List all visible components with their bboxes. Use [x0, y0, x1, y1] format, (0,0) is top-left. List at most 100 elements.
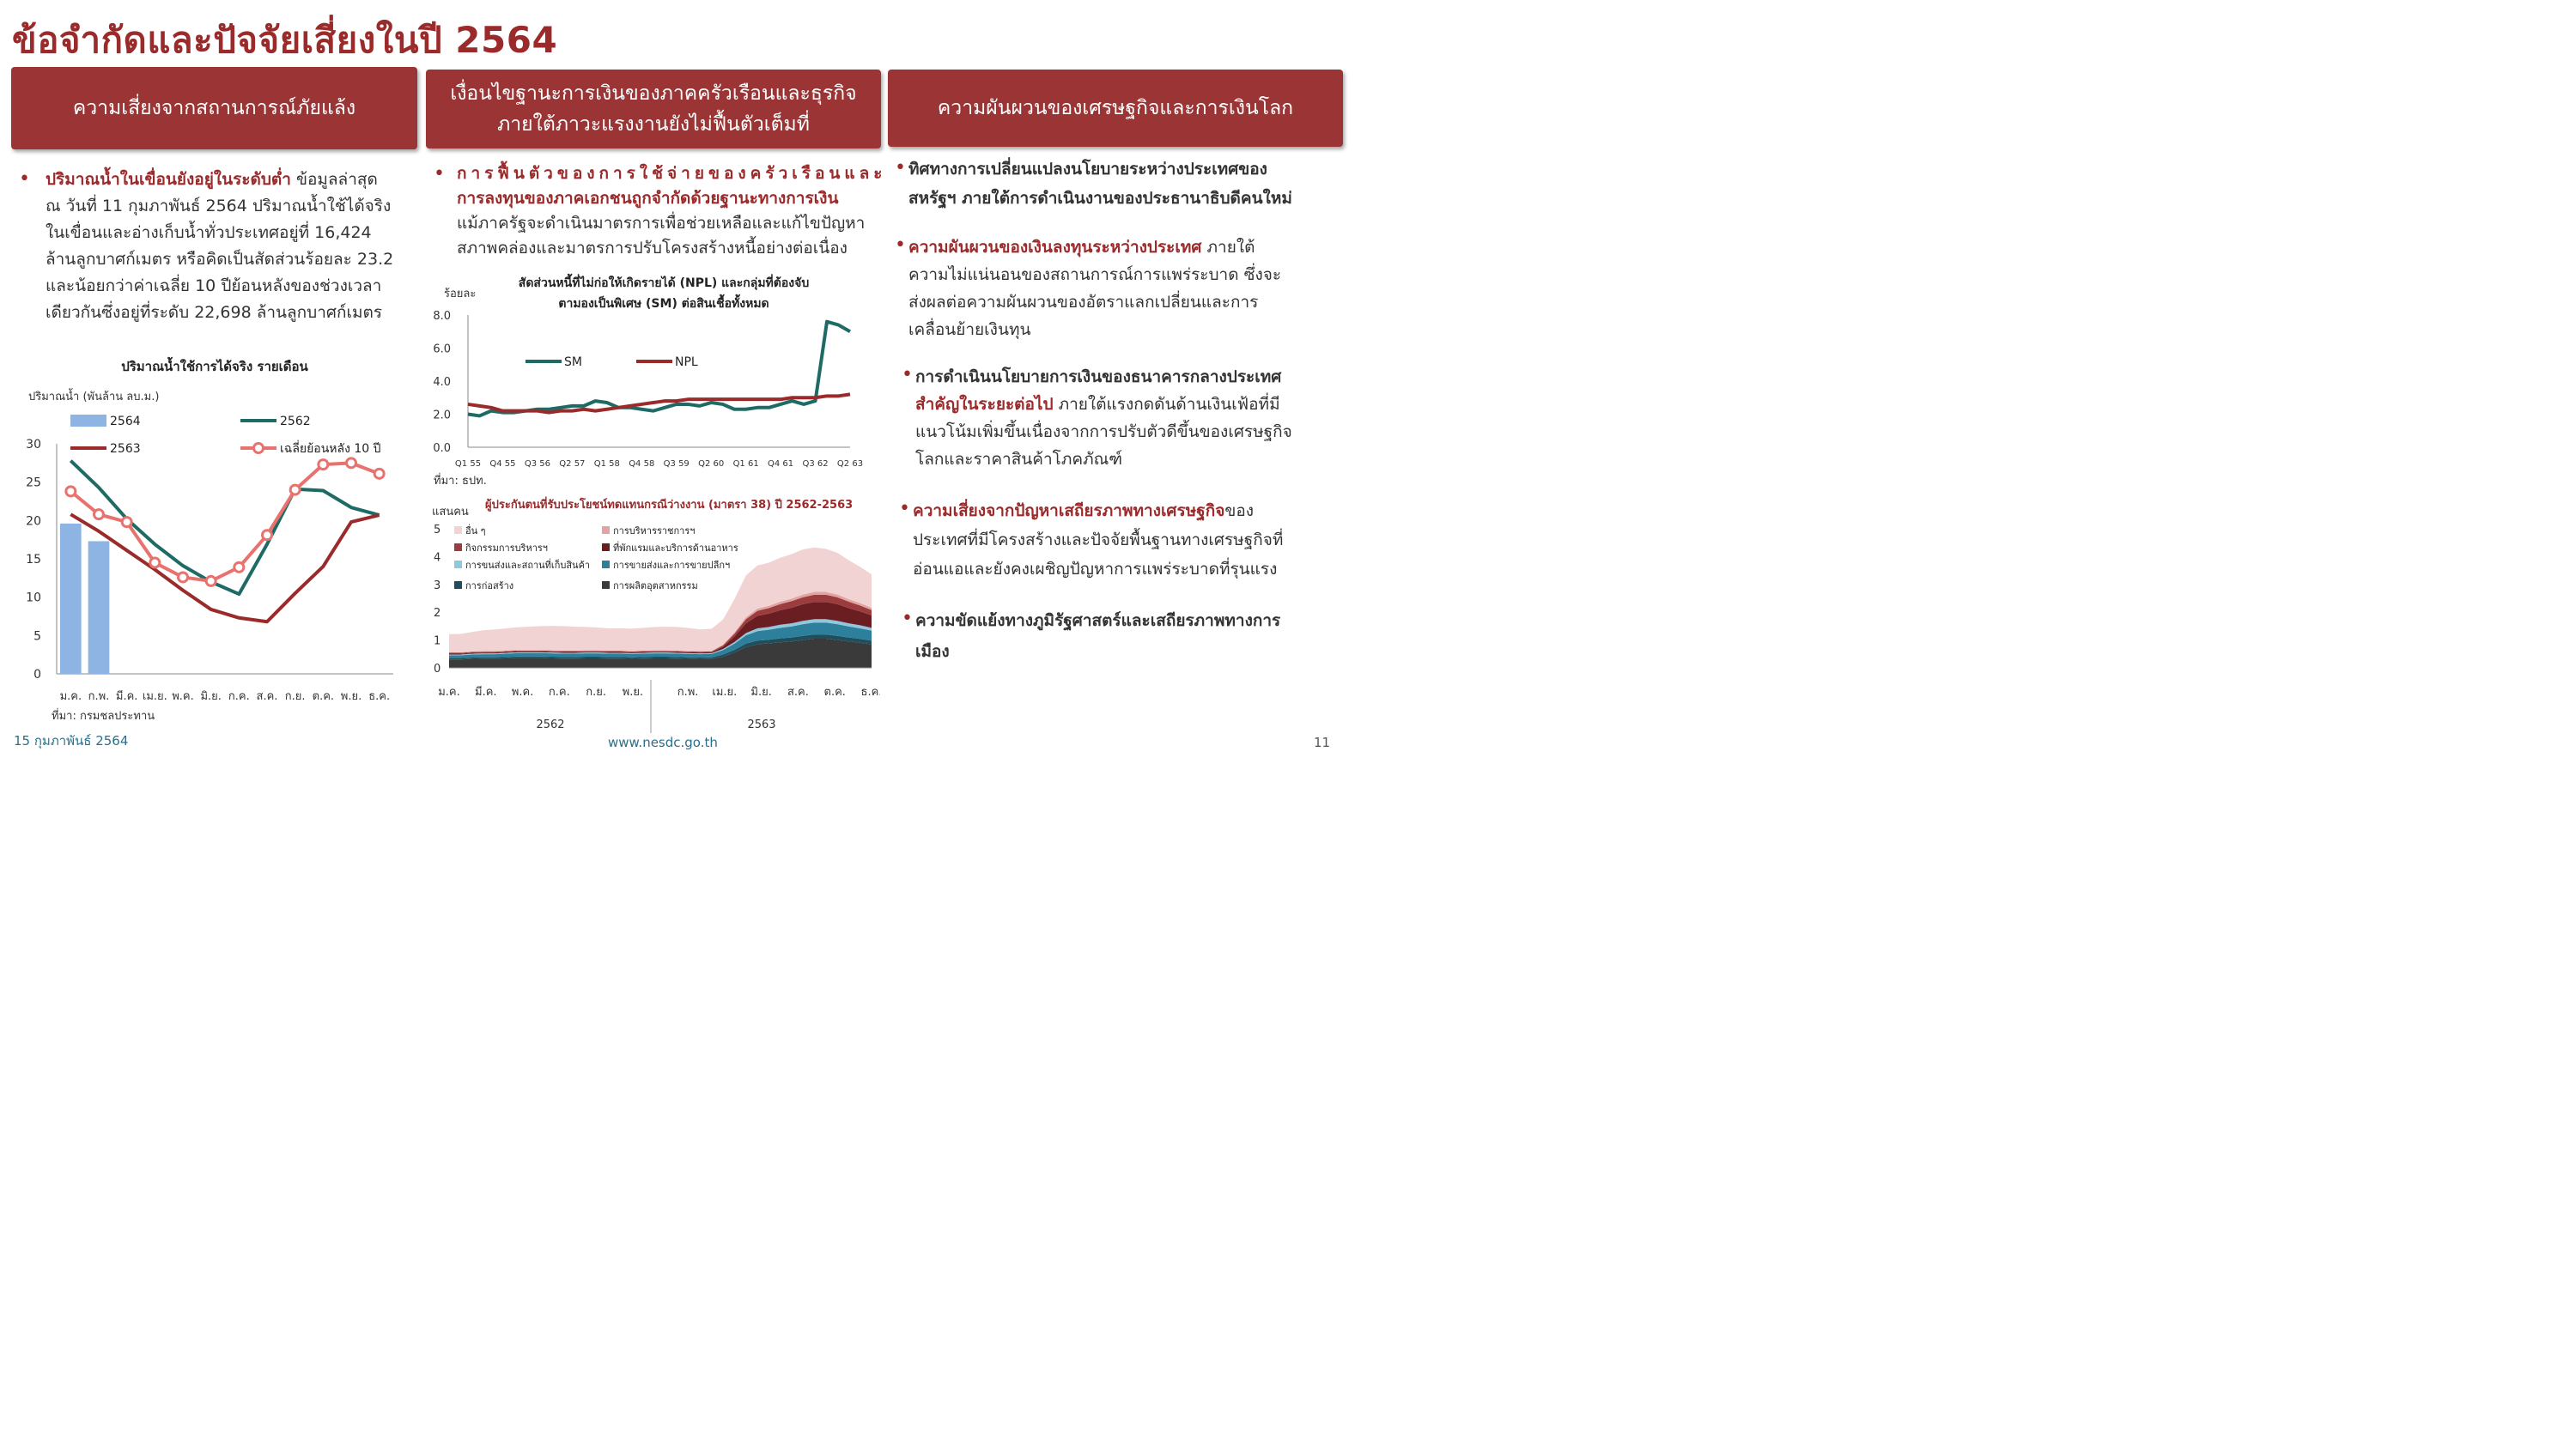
x-tick-label: เม.ย.: [143, 690, 167, 703]
x-tick-label: เม.ย.: [712, 686, 737, 699]
water-volume-chart: ปริมาณน้ำใช้การได้จริง รายเดือนปริมาณน้ำ…: [26, 356, 393, 723]
x-tick-label: ก.พ.: [88, 690, 110, 703]
series-marker-เฉลี่ยย้อนหลัง 10 ปี: [233, 561, 246, 573]
y-tick-label: 2: [434, 607, 440, 620]
legend-label-SM: SM: [564, 355, 582, 369]
bullet-icon: •: [19, 168, 30, 190]
household-paragraph: การฟื้นตัวของการใช้จ่ายของครัวเรือนและ ก…: [457, 161, 882, 261]
footer-date: 15 กุมภาพันธ์ 2564: [14, 733, 129, 749]
legend-swatch-การผลิตอุตสาหกรรม: [602, 581, 610, 589]
global-bullet3-rest: ภายใต้แรงกดดันด้านเงินเฟ้อที่มี: [1058, 395, 1280, 414]
header-household-finance-line2: ภายใต้ภาวะแรงงานยังไม่ฟื้นตัวเต็มที่: [497, 113, 810, 136]
legend-swatch-การขายส่งและการขายปลีกฯ: [602, 561, 610, 568]
drought-paragraph: ปริมาณน้ำในเขื่อนยังอยู่ในระดับต่ำ ข้อมู…: [46, 167, 403, 326]
legend-label-การขนส่งและสถานที่เก็บสินค้า: การขนส่งและสถานที่เก็บสินค้า: [465, 558, 590, 571]
drought-line: ล้านลูกบาศก์เมตร หรือคิดเป็นสัดส่วนร้อยล…: [46, 250, 394, 269]
x-tick-label: มี.ค.: [116, 689, 138, 703]
series-line-NPL: [467, 392, 851, 415]
page-title: ข้อจำกัดและปัจจัยเสี่ยงในปี 2564: [12, 19, 558, 61]
series-marker-เฉลี่ยย้อนหลัง 10 ปี: [64, 485, 77, 498]
y-tick-label: 4.0: [433, 376, 451, 389]
global-bullet2-rest: ภายใต้: [1206, 238, 1255, 257]
household-line: สภาพคล่องและมาตรการปรับโครงสร้างหนี้อย่า…: [457, 239, 848, 258]
x-tick-label: ก.ค.: [228, 690, 250, 703]
chart-source: ที่มา: ธปท.: [434, 473, 487, 488]
y-tick-label: 15: [26, 553, 41, 567]
legend-swatch-อื่น ๆ: [454, 526, 462, 534]
global-bullet4-highlight: ความเสี่ยงจากปัญหาเสถียรภาพทางเศรษฐกิจ: [913, 501, 1225, 520]
global-bullet3-highlight: สำคัญในระยะต่อไป: [915, 395, 1054, 414]
x-tick-label: ธ.ค.: [368, 690, 390, 703]
legend-marker-เฉลี่ยย้อนหลัง 10 ปี: [252, 442, 264, 454]
series-marker-เฉลี่ยย้อนหลัง 10 ปี: [177, 571, 189, 584]
legend-label-อื่น ๆ: อื่น ๆ: [465, 524, 486, 537]
x-tick-label: มิ.ย.: [200, 690, 221, 703]
header-drought-risk-label: ความเสี่ยงจากสถานการณ์ภัยแล้ง: [72, 97, 356, 119]
y-tick-label: 0.0: [433, 442, 451, 455]
y-tick-label: 30: [26, 438, 41, 452]
series-marker-เฉลี่ยย้อนหลัง 10 ปี: [289, 483, 301, 496]
series-marker-เฉลี่ยย้อนหลัง 10 ปี: [345, 457, 357, 470]
legend-label-ที่พักแรมและบริการด้านอาหาร: ที่พักแรมและบริการด้านอาหาร: [613, 541, 738, 554]
x-tick-label: ก.พ.: [677, 686, 699, 699]
drought-line: ณ วันที่ 11 กุมภาพันธ์ 2564 ปริมาณน้ำใช้…: [46, 197, 392, 215]
household-line: แม้ภาครัฐจะดำเนินมาตรการเพื่อช่วยเหลือแล…: [457, 214, 866, 233]
series-marker-เฉลี่ยย้อนหลัง 10 ปี: [149, 556, 161, 569]
area-การขายส่งและการขายปลีกฯ: [449, 622, 872, 658]
legend-swatch-2564: [70, 415, 106, 427]
npl-sm-chart: สัดส่วนหนี้ที่ไม่ก่อให้เกิดรายได้ (NPL) …: [433, 273, 863, 488]
legend-swatch-การขนส่งและสถานที่เก็บสินค้า: [454, 561, 462, 568]
household-highlight-2: การลงทุนของภาคเอกชนถูกจำกัดด้วยฐานะทางกา…: [457, 189, 839, 208]
x-tick-label: ก.ย.: [285, 690, 306, 703]
global-bullet2-highlight: ความผันผวนของเงินลงทุนระหว่างประเทศ: [908, 238, 1202, 257]
header-global-volatility-label: ความผันผวนของเศรษฐกิจและการเงินโลก: [937, 97, 1294, 119]
footer-url[interactable]: www.nesdc.go.th: [608, 735, 718, 750]
global-bullet2-line1: ความผันผวนของเงินลงทุนระหว่างประเทศ ภายใ…: [908, 234, 1255, 261]
bullet-icon: •: [902, 608, 913, 629]
global-bullet4-line1: ความเสี่ยงจากปัญหาเสถียรภาพทางเศรษฐกิจขอ…: [913, 498, 1254, 524]
series-line-2562: [69, 459, 380, 597]
y-axis-label: ปริมาณน้ำ (พันล้าน ลบ.ม.): [28, 388, 159, 403]
global-bullet5-line2: เมือง: [915, 642, 950, 661]
legend-swatch-ที่พักแรมและบริการด้านอาหาร: [602, 543, 610, 551]
x-tick-label: Q1 58: [594, 459, 620, 469]
header-household-finance-line1: เงื่อนไขฐานะการเงินของภาคครัวเรือนและธุร…: [450, 82, 857, 105]
x-tick-label: Q1 61: [733, 459, 759, 469]
area-การก่อสร้าง: [449, 634, 872, 660]
x-tick-label: Q1 55: [455, 459, 481, 469]
series-line-2563: [70, 512, 380, 624]
y-tick-label: 4: [434, 551, 440, 564]
legend-label-การบริหารราชการฯ: การบริหารราชการฯ: [613, 525, 695, 537]
global-bullet4-line: อ่อนแอและยังคงเผชิญปัญหาการแพร่ระบาดที่ร…: [913, 560, 1278, 579]
y-tick-label: 2.0: [433, 409, 451, 422]
chart-title-line2: ตามองเป็นพิเศษ (SM) ต่อสินเชื้อทั้งหมด: [558, 294, 769, 311]
series-marker-เฉลี่ยย้อนหลัง 10 ปี: [317, 458, 330, 471]
drought-highlight: ปริมาณน้ำในเขื่อนยังอยู่ในระดับต่ำ: [46, 170, 291, 189]
x-tick-label: ม.ค.: [60, 690, 82, 703]
drought-line: และน้อยกว่าค่าเฉลี่ย 10 ปีย้อนหลังของช่ว…: [46, 276, 382, 295]
legend-swatch-การก่อสร้าง: [454, 581, 462, 589]
series-marker-เฉลี่ยย้อนหลัง 10 ปี: [261, 529, 273, 542]
area-การขนส่งและสถานที่เก็บสินค้า: [449, 619, 872, 656]
x-tick-label: ม.ค.: [438, 686, 460, 699]
x-tick-label: มี.ค.: [475, 685, 497, 699]
legend-label-การผลิตอุตสาหกรรม: การผลิตอุตสาหกรรม: [613, 580, 698, 591]
series-marker-เฉลี่ยย้อนหลัง 10 ปี: [120, 516, 133, 529]
x-tick-label: ต.ค.: [313, 690, 334, 703]
x-tick-label: พ.ย.: [623, 686, 643, 699]
x-tick-label: พ.ย.: [341, 690, 361, 703]
bullet-icon: •: [902, 364, 913, 385]
global-bullet5-line1: ความขัดแย้งทางภูมิรัฐศาสตร์และเสถียรภาพท…: [915, 611, 1281, 630]
x-tick-label: Q3 59: [664, 459, 690, 469]
series-marker-เฉลี่ยย้อนหลัง 10 ปี: [204, 574, 217, 587]
x-tick-label: มิ.ย.: [750, 686, 771, 699]
y-tick-label: 25: [26, 476, 41, 490]
global-bullet2-line: ส่งผลต่อความผันผวนของอัตราแลกเปลี่ยนและก…: [908, 293, 1259, 312]
area-การผลิตอุตสาหกรรม: [449, 638, 872, 668]
header-global-volatility: ความผันผวนของเศรษฐกิจและการเงินโลก: [888, 70, 1343, 147]
bar-2564: [60, 523, 82, 674]
y-tick-label: 1: [434, 635, 440, 648]
legend-label-2562: 2562: [280, 415, 311, 428]
footer-page-number: 11: [1314, 735, 1331, 750]
global-bullet3-line: แนวโน้มเพิ่มขึ้นเนื่องจากการปรับตัวดีขึ้…: [915, 422, 1292, 441]
